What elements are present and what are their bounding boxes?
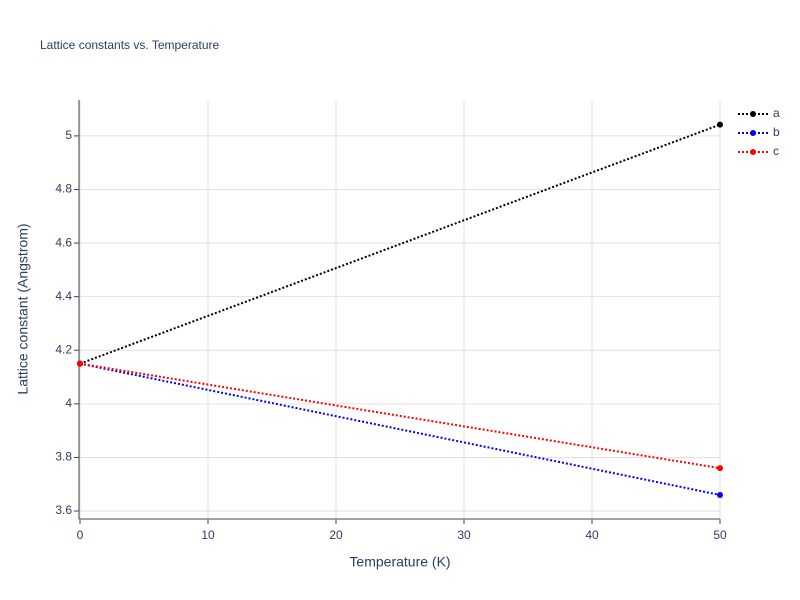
series-line (79, 362, 721, 496)
legend-label: b (773, 125, 780, 139)
point (77, 360, 83, 367)
x-tick-label: 20 (329, 528, 343, 542)
series-line (79, 362, 721, 470)
point (717, 465, 723, 472)
y-axis-title: Lattice constant (Angstrom) (15, 223, 31, 394)
y-tick-label: 3.8 (55, 450, 72, 464)
x-tick-label: 0 (77, 528, 84, 542)
point (717, 491, 723, 498)
y-tick-label: 3.6 (55, 503, 72, 517)
legend-label: a (773, 106, 780, 120)
y-tick-label: 4.8 (55, 182, 72, 196)
series-line (79, 123, 721, 365)
legend-marker (750, 111, 756, 117)
plot (77, 121, 723, 498)
y-tick-label: 5 (65, 128, 72, 142)
y-tick-label: 4.2 (55, 342, 72, 356)
x-axis-title: Temperature (K) (349, 554, 450, 570)
legend-label: c (773, 144, 779, 158)
x-tick-label: 30 (457, 528, 471, 542)
grid (74, 100, 721, 524)
y-tick-label: 4.4 (55, 289, 72, 303)
x-tick-label: 10 (201, 528, 215, 542)
x-tick-label: 40 (585, 528, 599, 542)
point (717, 121, 723, 128)
x-tick-label: 50 (713, 528, 727, 542)
y-tick-label: 4 (65, 396, 72, 410)
legend-marker (750, 149, 756, 155)
legend-marker (750, 130, 756, 136)
y-tick-label: 4.6 (55, 235, 72, 249)
chart-title: Lattice constants vs. Temperature (40, 38, 220, 52)
